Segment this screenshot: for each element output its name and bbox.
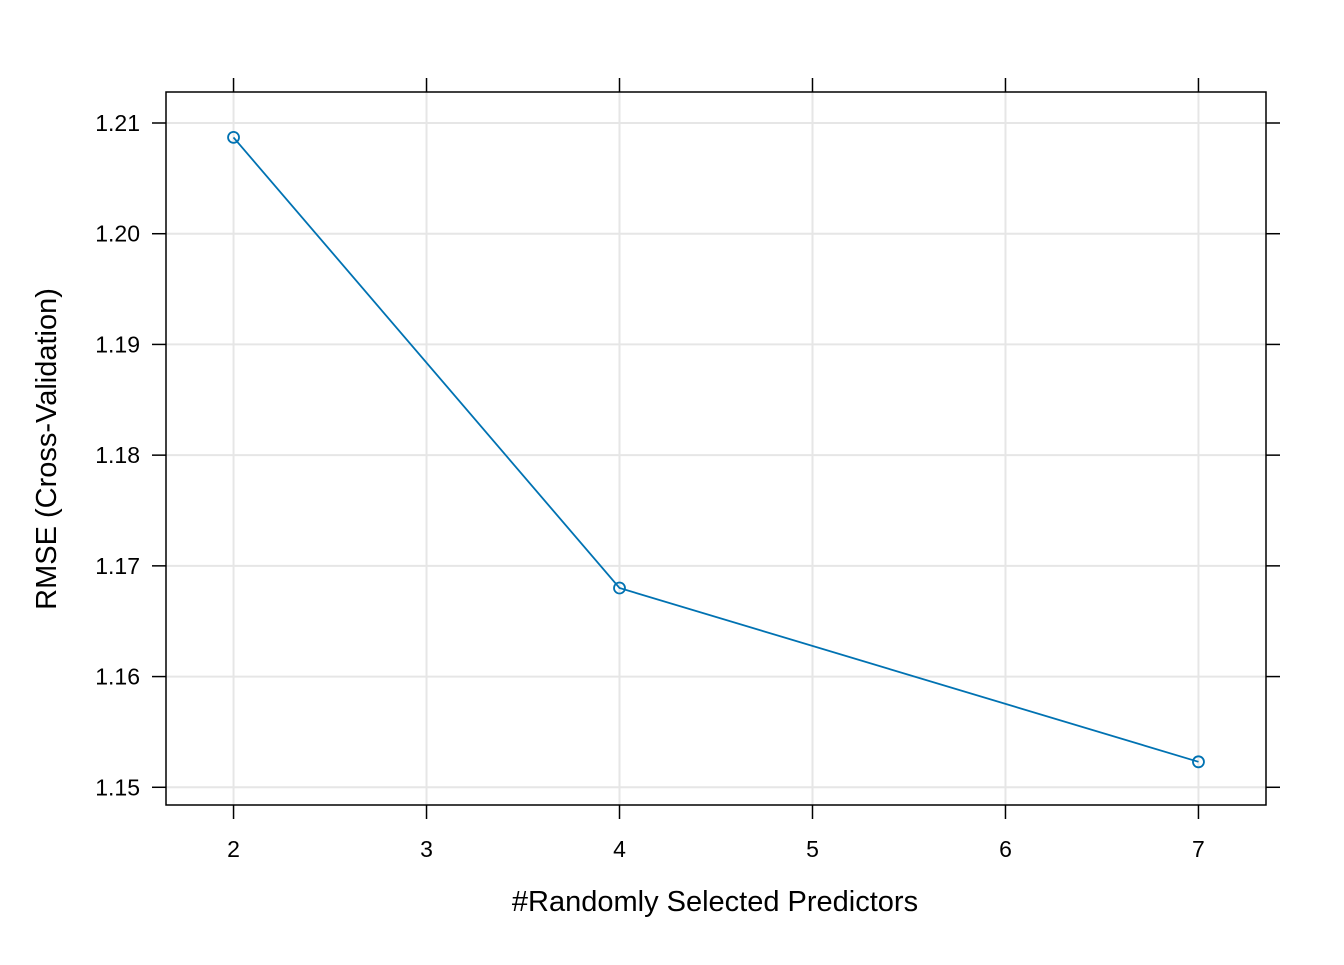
plot-frame (165, 91, 1267, 806)
y-axis-title: RMSE (Cross-Validation) (31, 288, 63, 610)
y-tick-label: 1.21 (95, 110, 140, 136)
x-tick-label: 6 (999, 836, 1012, 862)
y-tick-label: 1.16 (95, 664, 140, 690)
y-tick-label: 1.18 (95, 442, 140, 468)
x-tick-label: 5 (806, 836, 819, 862)
y-tick-label: 1.20 (95, 221, 140, 247)
grid (166, 92, 1266, 805)
data-point-marker (613, 581, 626, 595)
data-point-marker (1192, 755, 1205, 769)
x-tick-label: 7 (1192, 836, 1205, 862)
y-tick-label: 1.15 (95, 774, 140, 800)
tick-labels: 2 3 4 5 6 7 1.15 1.16 1.17 1.18 1.19 1.20 1.21 (95, 110, 1205, 862)
axis-ticks (152, 78, 1280, 819)
x-axis-title: #Randomly Selected Predictors (512, 886, 918, 918)
y-tick-label: 1.17 (95, 553, 140, 579)
series-layer (227, 130, 1205, 769)
x-tick-label: 2 (227, 836, 240, 862)
x-tick-label: 3 (420, 836, 433, 862)
y-tick-label: 1.19 (95, 331, 140, 357)
x-tick-label: 4 (613, 836, 626, 862)
series-line (232, 136, 1199, 763)
data-point-marker (227, 130, 240, 144)
